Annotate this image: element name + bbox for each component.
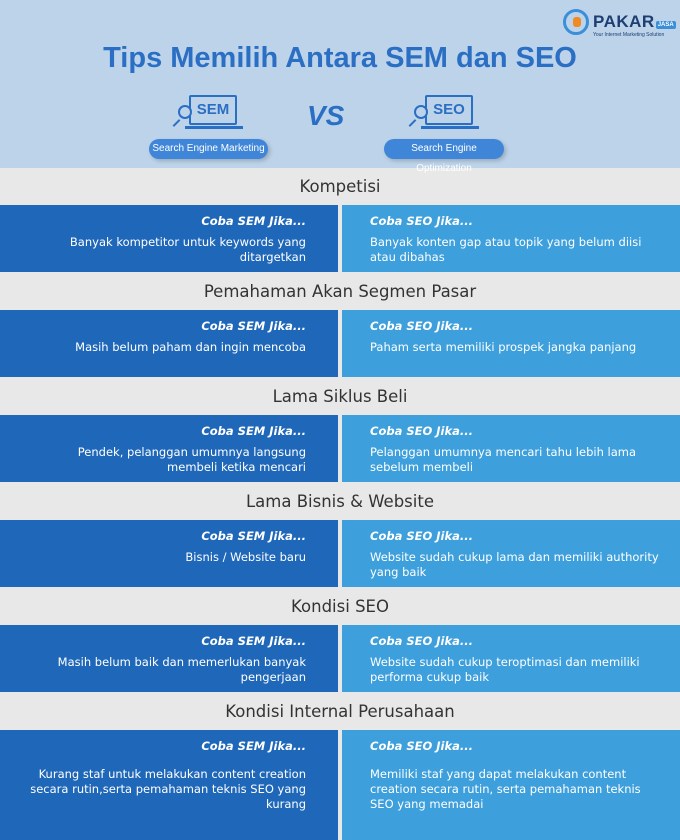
logo-tagline: Your Internet Marketing Solution	[593, 32, 665, 38]
sem-text: Banyak kompetitor untuk keywords yang di…	[69, 235, 306, 264]
sem-heading: Coba SEM Jika...	[201, 739, 306, 753]
seo-text: Memiliki staf yang dapat melakukan conte…	[370, 767, 641, 811]
seo-box: Coba SEO Jika... Paham serta memiliki pro…	[342, 310, 680, 377]
sem-heading: Coba SEM Jika...	[201, 319, 306, 333]
seo-heading: Coba SEO Jika...	[370, 529, 473, 543]
seo-text: Website sudah cukup teroptimasi dan memi…	[370, 655, 640, 684]
seo-box: Coba SEO Jika... Website sudah cukup lama…	[342, 520, 680, 587]
seo-heading: Coba SEO Jika...	[370, 214, 473, 228]
sem-box: Coba SEM Jika... Banyak kompetitor untuk …	[0, 205, 338, 272]
page-title: Tips Memilih Antara SEM dan SEO	[103, 42, 577, 74]
seo-box: Coba SEO Jika... Banyak konten gap atau t…	[342, 205, 680, 272]
sem-heading: Coba SEM Jika...	[201, 529, 306, 543]
section-title: Lama Bisnis & Website	[245, 492, 434, 511]
seo-heading: Coba SEO Jika...	[370, 739, 473, 753]
seo-text: Banyak konten gap atau topik yang belum …	[370, 235, 642, 264]
sem-text: Pendek, pelanggan umumnya langsung membe…	[77, 445, 306, 474]
seo-pill: Search Engine Optimization	[384, 139, 504, 174]
sem-box: Coba SEM Jika... Pendek, pelanggan umumny…	[0, 415, 338, 482]
sem-icon-label: SEM	[189, 95, 237, 125]
section-title: Lama Siklus Beli	[272, 387, 408, 406]
section-title: Kompetisi	[299, 177, 381, 196]
sem-laptop-search-icon: SEM	[172, 95, 245, 131]
sem-box: Coba SEM Jika... Masih belum baik dan mem…	[0, 625, 338, 692]
section-title: Kondisi SEO	[291, 597, 389, 616]
logo: PAKAR JASA Your Internet Marketing Solut…	[563, 9, 676, 38]
seo-box: Coba SEO Jika... Website sudah cukup tero…	[342, 625, 680, 692]
sem-box: Coba SEM Jika... Masih belum paham dan in…	[0, 310, 338, 377]
sem-heading: Coba SEM Jika...	[201, 214, 306, 228]
sem-text: Bisnis / Website baru	[185, 550, 306, 564]
vs-label: VS	[307, 100, 345, 131]
sem-box: Coba SEM Jika... Kurang staf untuk melaku…	[0, 730, 338, 840]
section-title: Pemahaman Akan Segmen Pasar	[203, 282, 477, 301]
sem-heading: Coba SEM Jika...	[201, 634, 306, 648]
sem-text: Kurang staf untuk melakukan content crea…	[30, 767, 306, 811]
seo-box: Coba SEO Jika... Pelanggan umumnya mencar…	[342, 415, 680, 482]
seo-box: Coba SEO Jika... Memiliki staf yang dapat…	[342, 730, 680, 840]
seo-laptop-search-icon: SEO	[408, 95, 481, 131]
seo-text: Paham serta memiliki prospek jangka panj…	[370, 340, 637, 354]
sem-text: Masih belum baik dan memerlukan banyak p…	[57, 655, 306, 684]
seo-text: Website sudah cukup lama dan memiliki au…	[370, 550, 659, 579]
seo-icon-label: SEO	[425, 95, 473, 125]
sem-box: Coba SEM Jika... Bisnis / Website baru	[0, 520, 338, 587]
sem-pill: Search Engine Marketing	[149, 139, 268, 159]
seo-heading: Coba SEO Jika...	[370, 319, 473, 333]
sem-heading: Coba SEM Jika...	[201, 424, 306, 438]
header-banner: PAKAR JASA Your Internet Marketing Solut…	[0, 0, 680, 174]
seo-text: Pelanggan umumnya mencari tahu lebih lam…	[370, 445, 637, 474]
logo-icon	[563, 9, 589, 35]
seo-heading: Coba SEO Jika...	[370, 424, 473, 438]
sem-text: Masih belum paham dan ingin mencoba	[75, 340, 306, 354]
seo-heading: Coba SEO Jika...	[370, 634, 473, 648]
logo-brand: PAKAR	[593, 12, 655, 31]
section-title: Kondisi Internal Perusahaan	[225, 702, 455, 721]
logo-badge: JASA	[655, 21, 676, 29]
